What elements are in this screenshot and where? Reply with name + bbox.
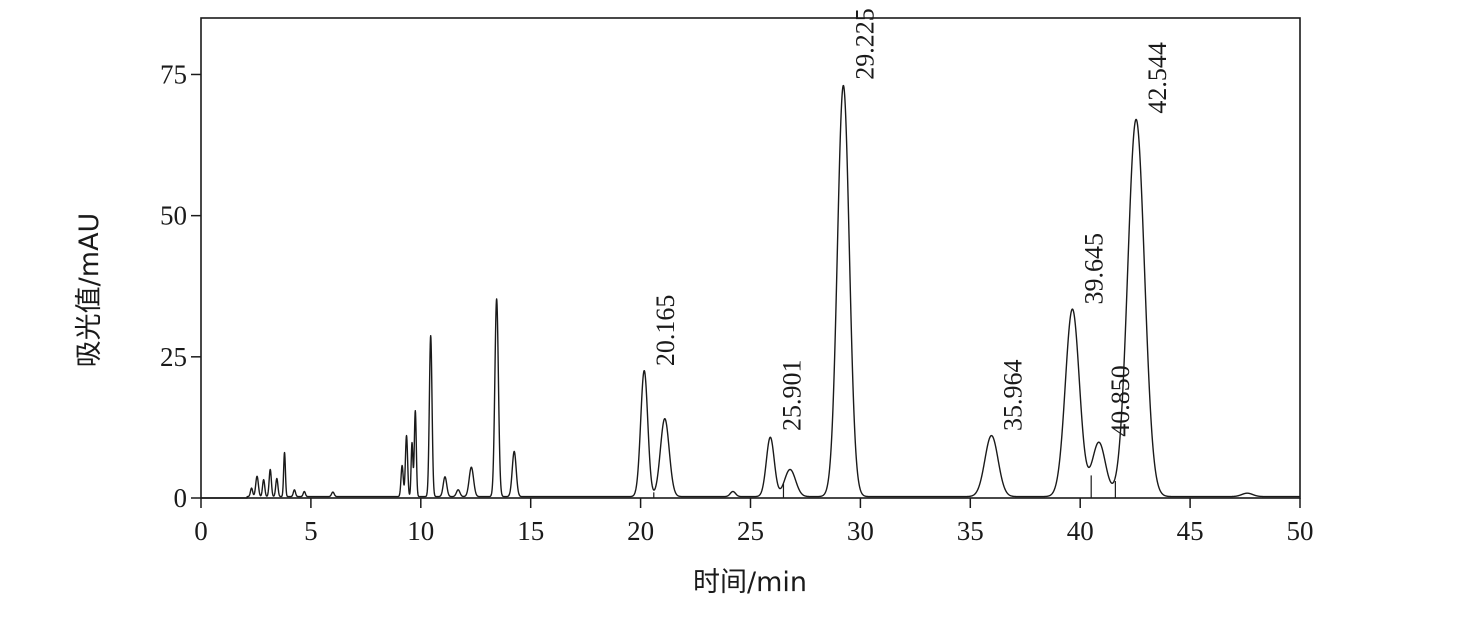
peak-label: 29.225 — [850, 8, 879, 80]
y-tick-label: 75 — [160, 59, 187, 89]
x-tick-label: 35 — [957, 516, 984, 546]
x-axis-title: 时间/min — [693, 567, 807, 598]
plot-frame — [200, 17, 1301, 499]
y-tick-label: 0 — [174, 483, 188, 513]
x-tick-label: 5 — [304, 516, 318, 546]
x-tick-label: 20 — [627, 516, 654, 546]
x-tick-label: 40 — [1067, 516, 1094, 546]
x-tick-label: 45 — [1177, 516, 1204, 546]
y-tick-label: 50 — [160, 201, 187, 231]
x-tick-label: 50 — [1287, 516, 1314, 546]
peak-label: 39.645 — [1079, 233, 1108, 305]
chromatogram-trace — [201, 84, 1301, 499]
peak-label: 40.850 — [1106, 365, 1135, 437]
x-tick-label: 30 — [847, 516, 874, 546]
y-tick-label: 25 — [160, 342, 187, 372]
x-tick-label: 10 — [407, 516, 434, 546]
y-axis-title: 吸光值/mAU — [74, 213, 105, 368]
peak-label: 25.901 — [777, 360, 806, 432]
x-tick-label: 15 — [517, 516, 544, 546]
peak-label: 42.544 — [1143, 42, 1172, 114]
peak-label: 20.165 — [651, 295, 680, 367]
x-tick-label: 0 — [194, 516, 208, 546]
peak-label: 35.964 — [999, 360, 1028, 432]
x-tick-label: 25 — [737, 516, 764, 546]
